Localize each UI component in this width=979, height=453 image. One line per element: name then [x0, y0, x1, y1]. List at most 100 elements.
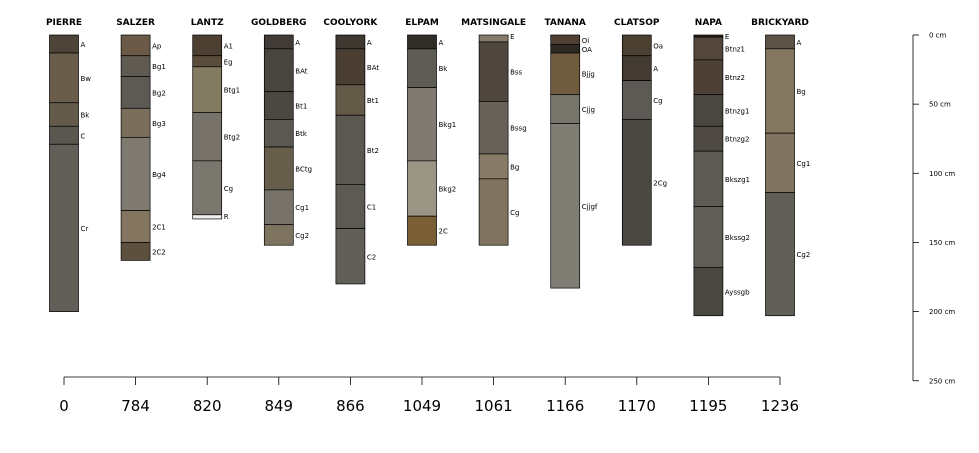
horizon-clatsop-2cg	[621, 119, 652, 246]
horizon-salzer-bg4	[120, 136, 151, 211]
horizon-label: Bkssg2	[725, 234, 750, 242]
horizon-label: Cg	[224, 185, 233, 193]
profile-name: MATSINGALE	[461, 18, 526, 28]
horizon-label: Cg2	[295, 232, 309, 240]
horizon-label: Btnz2	[725, 74, 745, 82]
horizon-label: 2C	[439, 228, 448, 236]
horizon-salzer-bg1	[120, 55, 151, 77]
horizon-pierre-cr	[49, 143, 79, 312]
horizon-tanana-cjjg	[550, 94, 581, 124]
horizon-label: Btg2	[224, 134, 240, 142]
horizon-label: Ap	[152, 42, 162, 50]
horizon-label: A	[439, 39, 444, 47]
horizon-coolyork-a	[335, 34, 366, 50]
horizon-label: Btnzg1	[725, 107, 750, 115]
horizon-label: Bg4	[152, 171, 166, 179]
index-tick-label: 1061	[475, 397, 513, 415]
profile-name: GOLDBERG	[251, 18, 307, 28]
horizon-label: Cg1	[295, 204, 309, 212]
horizon-label: C	[81, 132, 86, 140]
horizon-label: 2C2	[152, 248, 166, 256]
horizon-label: Cjjg	[582, 106, 595, 114]
horizon-elpam-a	[407, 34, 437, 50]
horizon-matsingale-cg	[478, 178, 509, 246]
horizon-label: Bt1	[367, 97, 379, 105]
horizon-lantz-btg2	[192, 112, 223, 162]
horizon-label: Cg	[510, 209, 519, 217]
horizon-label: Cg2	[797, 251, 811, 259]
horizon-label: E	[725, 33, 729, 41]
horizon-label: A	[367, 39, 372, 47]
horizon-clatsop-a	[621, 55, 652, 81]
horizon-pierre-bk	[49, 102, 79, 127]
horizon-label: Bt2	[367, 147, 379, 155]
profile-pierre: PIERRE A Bw Bk C Cr	[46, 18, 91, 312]
horizon-napa-btnzg2	[693, 125, 724, 152]
horizon-label: Oi	[582, 37, 590, 45]
horizon-napa-btnzg1	[693, 94, 724, 127]
horizon-tanana-oa	[550, 44, 581, 54]
horizon-label: Eg	[224, 58, 233, 66]
index-tick-label: 820	[193, 397, 222, 415]
horizon-matsingale-bssg	[478, 101, 509, 155]
depth-tick-label: 200 cm	[929, 308, 955, 316]
horizon-tanana-bjjg	[550, 52, 581, 95]
profile-name: NAPA	[695, 18, 722, 28]
horizon-label: Cg	[653, 97, 662, 105]
horizon-napa-bkszg1	[693, 150, 724, 207]
horizon-label: Bss	[510, 69, 522, 77]
profile-name: SALZER	[116, 18, 155, 28]
horizon-label: Bg1	[152, 63, 166, 71]
horizon-salzer-2c1	[120, 210, 151, 243]
horizon-label: A1	[224, 42, 233, 50]
horizon-napa-btnz2	[693, 59, 724, 95]
profile-name: TANANA	[544, 18, 585, 28]
index-tick-label: 1049	[403, 397, 441, 415]
horizon-label: BCtg	[295, 165, 312, 173]
profile-lantz: LANTZ A1 Eg Btg1 Btg2 Cg R	[191, 18, 240, 221]
horizon-label: Bw	[81, 75, 92, 83]
horizon-label: Bk	[81, 112, 91, 120]
horizon-goldberg-bctg	[263, 146, 294, 191]
horizon-label: Bkg1	[439, 121, 457, 129]
horizon-label: OA	[582, 46, 592, 54]
horizon-lantz-eg	[192, 55, 223, 68]
horizon-label: Btg1	[224, 87, 240, 95]
index-tick-label: 1166	[546, 397, 584, 415]
profile-name: ELPAM	[405, 18, 439, 28]
horizon-coolyork-bt1	[335, 84, 366, 116]
horizon-napa-bkssg2	[693, 206, 724, 268]
horizon-label: Btnz1	[725, 45, 745, 53]
horizon-brickyard-cg1	[765, 132, 795, 194]
horizon-label: C2	[367, 253, 376, 261]
horizon-elpam-2c	[407, 215, 437, 246]
horizon-goldberg-bat	[263, 48, 294, 93]
horizon-label: Btnzg2	[725, 136, 750, 144]
horizon-lantz-a1	[192, 34, 223, 57]
profile-name: COOLYORK	[323, 18, 378, 28]
horizon-matsingale-bss	[478, 41, 509, 102]
horizon-brickyard-cg2	[765, 192, 795, 317]
horizon-brickyard-a	[765, 34, 795, 50]
horizon-label: Bjjg	[582, 71, 595, 79]
horizon-label: Cjjgf	[582, 203, 598, 211]
depth-tick-label: 100 cm	[929, 170, 955, 178]
horizon-label: 2Cg	[653, 179, 667, 187]
horizon-label: Bkg2	[439, 186, 457, 194]
horizon-label: Btk	[295, 130, 308, 138]
horizon-napa-btnz1	[693, 36, 724, 61]
horizon-label: BAt	[367, 64, 379, 72]
depth-axis: 0 cm 50 cm 100 cm 150 cm 200 cm 250 cm	[912, 32, 955, 385]
horizon-label: Oa	[653, 42, 663, 50]
horizon-goldberg-bt1	[263, 91, 294, 120]
depth-tick-label: 50 cm	[929, 101, 951, 109]
profile-coolyork: COOLYORK A BAt Bt1 Bt2 C1 C2	[323, 18, 379, 285]
index-tick-label: 0	[59, 397, 69, 415]
horizon-label: E	[510, 33, 514, 41]
horizon-lantz-r	[192, 214, 223, 220]
horizon-matsingale-e	[478, 34, 509, 43]
horizon-salzer-2c2	[120, 242, 151, 261]
horizon-pierre-a	[49, 34, 79, 54]
